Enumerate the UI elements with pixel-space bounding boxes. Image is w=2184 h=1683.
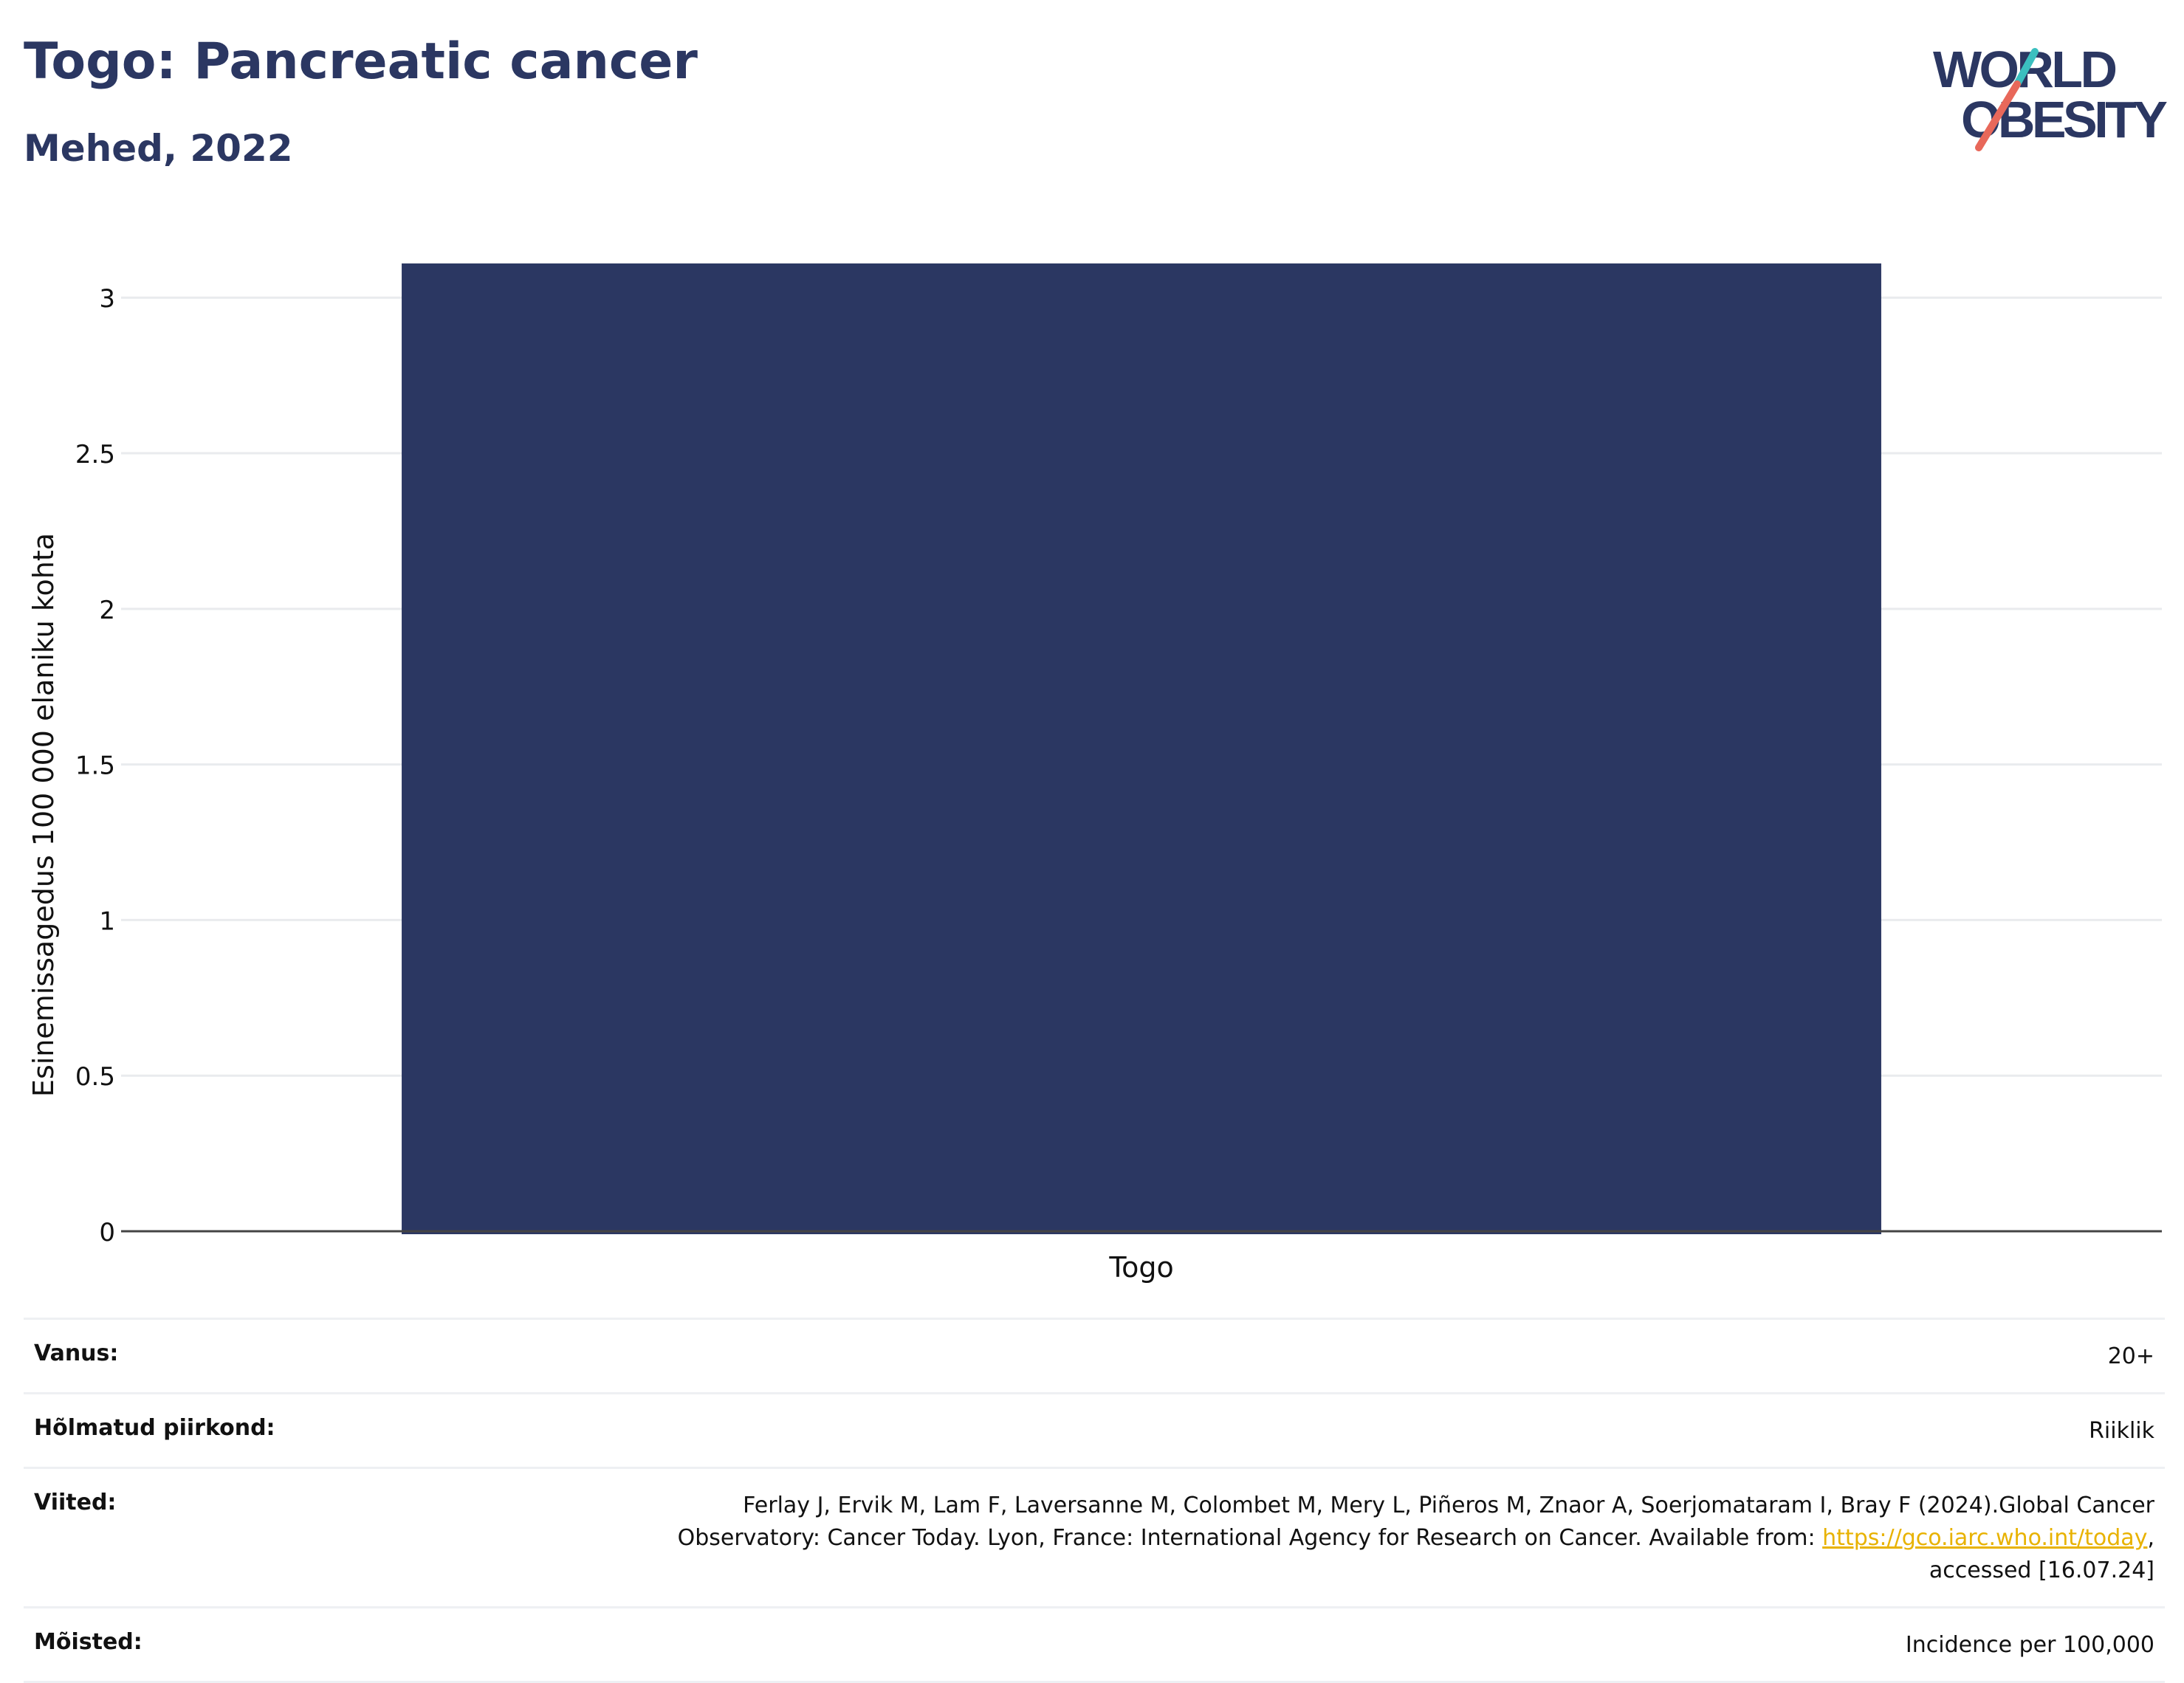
meta-row-references: Viited: Ferlay J, Ervik M, Lam F, Lavers… [24, 1467, 2165, 1606]
world-obesity-logo: WORLD OBESITY [1933, 41, 2168, 151]
meta-age-label: Vanus: [34, 1340, 119, 1366]
y-tick-label: 3 [99, 284, 115, 314]
y-tick-labels: 0 0.5 1 1.5 2 2.5 3 [75, 284, 115, 1247]
y-tick-label: 0 [99, 1218, 115, 1247]
bar[interactable] [402, 263, 1881, 1234]
y-tick-label: 1.5 [75, 751, 115, 781]
refs-link[interactable]: https://gco.iarc.who.int/today [1822, 1525, 2148, 1551]
x-tick-label: Togo [1108, 1251, 1173, 1284]
meta-def-value: Incidence per 100,000 [1905, 1632, 2154, 1658]
meta-area-label: Hõlmatud piirkond: [34, 1415, 275, 1441]
y-axis-label: Esinemissagedus 100 000 elaniku kohta [27, 533, 60, 1097]
refs-line-1: Ferlay J, Ervik M, Lam F, Laversanne M, … [743, 1493, 2154, 1518]
meta-refs-label: Viited: [34, 1490, 117, 1515]
meta-def-label: Mõisted: [34, 1629, 142, 1655]
meta-age-value: 20+ [2107, 1343, 2154, 1369]
y-tick-label: 1 [99, 906, 115, 936]
bar-chart: 0 0.5 1 1.5 2 2.5 3 Togo Esinemissagedus 100 0… [27, 263, 2162, 1284]
refs-line-2-pre: Observatory: Cancer Today. Lyon, France:… [677, 1525, 1823, 1551]
meta-row-area: Hõlmatud piirkond: Riiklik [24, 1392, 2165, 1467]
chart-subtitle: Mehed, 2022 [24, 127, 293, 170]
bars [402, 263, 1881, 1234]
chart-title: Togo: Pancreatic cancer [24, 32, 698, 91]
meta-row-age: Vanus: 20+ [24, 1318, 2165, 1392]
refs-line-2-post: , [2147, 1525, 2154, 1551]
logo-slash-bottom [1975, 80, 2021, 151]
y-tick-label: 2 [99, 596, 115, 625]
y-tick-label: 0.5 [75, 1062, 115, 1092]
refs-line-3: accessed [16.07.24] [1929, 1558, 2154, 1583]
logo-slash-top [2013, 48, 2039, 88]
x-tick-labels: Togo [1108, 1251, 1173, 1284]
y-tick-label: 2.5 [75, 440, 115, 469]
meta-refs-value: Ferlay J, Ervik M, Lam F, Laversanne M, … [678, 1490, 2154, 1587]
meta-area-value: Riiklik [2089, 1418, 2154, 1444]
meta-row-definitions: Mõisted: Incidence per 100,000 [24, 1606, 2165, 1683]
metadata-table: Vanus: 20+ Hõlmatud piirkond: Riiklik Vi… [24, 1318, 2165, 1683]
